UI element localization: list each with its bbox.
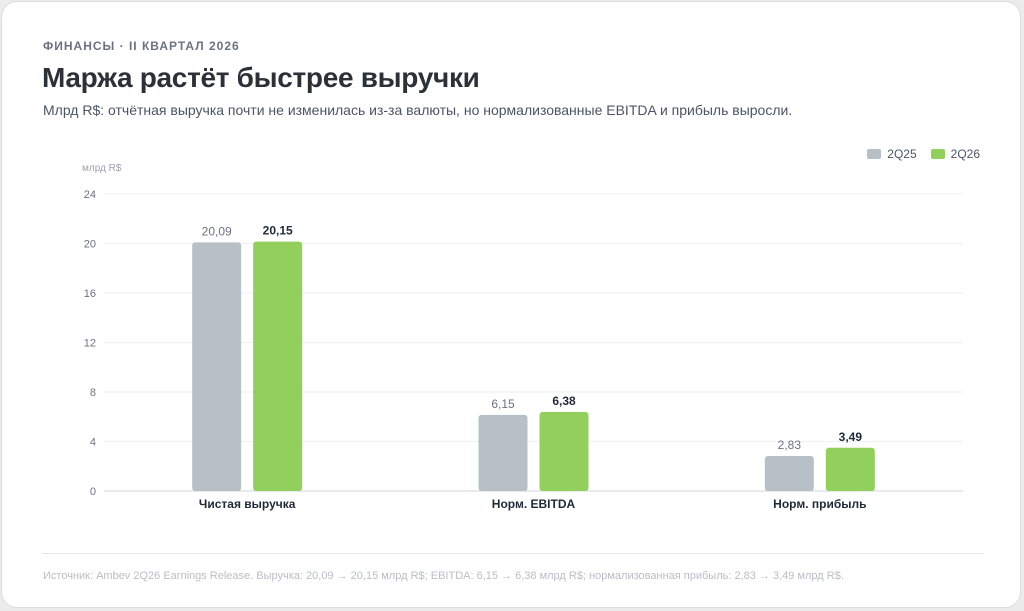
y-tick-label: 24 bbox=[84, 189, 96, 201]
kicker: ФИНАНСЫ · II КВАРТАЛ 2026 bbox=[43, 39, 240, 53]
x-tick-label: Чистая выручка bbox=[199, 497, 296, 511]
y-tick-label: 16 bbox=[84, 288, 96, 300]
legend-swatch-2q26 bbox=[930, 149, 945, 159]
y-tick-label: 20 bbox=[84, 239, 96, 251]
legend-item-2q25: 2Q25 bbox=[867, 147, 917, 161]
bar-2q25-1 bbox=[478, 414, 528, 491]
y-tick-label: 8 bbox=[90, 387, 96, 399]
legend-swatch-2q25 bbox=[867, 149, 882, 159]
legend-item-2q26: 2Q26 bbox=[930, 147, 980, 161]
chart-title: Маржа растёт быстрее выручки bbox=[42, 62, 480, 93]
chart-subtitle: Млрд R$: отчётная выручка почти не измен… bbox=[43, 102, 793, 118]
y-tick-label: 12 bbox=[84, 338, 96, 350]
data-label: 2,83 bbox=[778, 438, 802, 452]
legend-label-2q26: 2Q26 bbox=[950, 147, 980, 161]
data-label: 20,15 bbox=[263, 224, 293, 238]
data-label: 6,38 bbox=[552, 394, 576, 408]
data-label: 6,15 bbox=[491, 397, 515, 411]
y-axis-label: млрд R$ bbox=[82, 163, 122, 174]
y-tick-label: 0 bbox=[90, 486, 96, 498]
source-note: Источник: Ambev 2Q26 Earnings Release. В… bbox=[43, 570, 844, 582]
x-tick-label: Норм. прибыль bbox=[773, 497, 866, 511]
legend: 2Q25 2Q26 bbox=[867, 147, 980, 161]
bar-2q25-2 bbox=[764, 455, 814, 491]
y-tick-label: 4 bbox=[90, 437, 96, 449]
data-label: 20,09 bbox=[202, 224, 232, 238]
bar-2q26-1 bbox=[539, 412, 589, 491]
bar-2q26-2 bbox=[825, 447, 875, 491]
x-tick-label: Норм. EBITDA bbox=[492, 497, 576, 511]
bar-2q26-0 bbox=[253, 241, 303, 491]
data-label: 3,49 bbox=[839, 430, 863, 444]
bar-2q25-0 bbox=[192, 242, 242, 491]
footer-divider bbox=[42, 553, 984, 554]
legend-label-2q25: 2Q25 bbox=[887, 147, 917, 161]
